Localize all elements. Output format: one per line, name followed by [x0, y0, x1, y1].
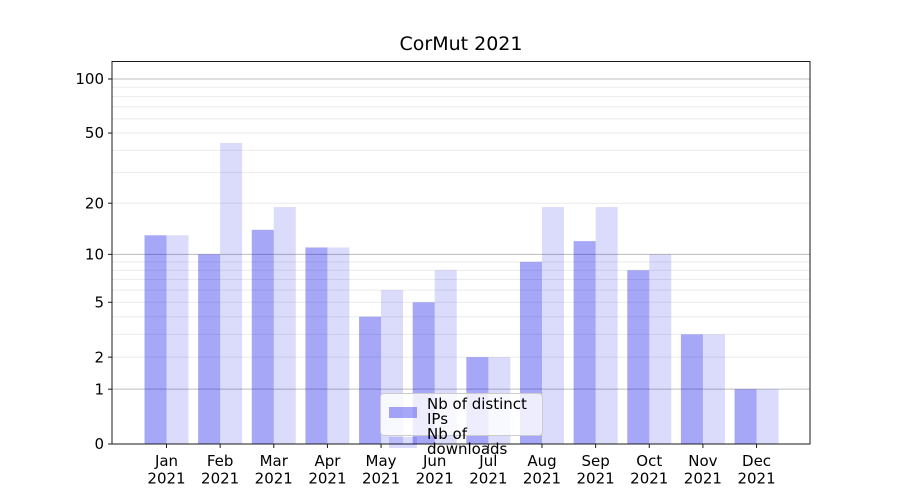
y-tick-label: 2: [94, 348, 104, 366]
x-tick-label-year: 2021: [523, 470, 561, 488]
x-tick-label-month: May: [366, 452, 397, 470]
x-tick-label-year: 2021: [201, 470, 239, 488]
legend-swatch-distinct-ips: [389, 406, 417, 418]
plot-border: [111, 61, 811, 445]
bar-distinct-ips-oct: [627, 270, 650, 444]
y-tick-label: 20: [85, 194, 104, 212]
bar-distinct-ips-apr: [305, 247, 328, 444]
bar-downloads-sep: [595, 207, 618, 444]
bar-distinct-ips-nov: [680, 334, 703, 444]
x-tick-label-month: Apr: [314, 452, 341, 470]
y-tick-label: 5: [94, 293, 104, 311]
bar-downloads-aug: [541, 207, 564, 444]
bar-distinct-ips-mar: [251, 229, 274, 444]
bar-downloads-nov: [702, 334, 725, 444]
bar-downloads-oct: [649, 254, 672, 444]
legend-item-distinct-ips: Nb of distinct IPs: [389, 397, 534, 427]
x-tick-label-year: 2021: [255, 470, 293, 488]
bar-distinct-ips-may: [359, 316, 382, 444]
legend-swatch-downloads: [389, 436, 417, 448]
x-tick-label-month: Oct: [636, 452, 662, 470]
x-tick-label-month: Jun: [422, 452, 446, 470]
x-tick-label-month: Dec: [742, 452, 771, 470]
x-tick-label-year: 2021: [630, 470, 668, 488]
x-tick-label-year: 2021: [577, 470, 615, 488]
x-tick-label-year: 2021: [308, 470, 346, 488]
bar-distinct-ips-dec: [734, 389, 757, 444]
legend: Nb of distinct IPs Nb of downloads: [380, 393, 543, 457]
x-tick-label-year: 2021: [737, 470, 775, 488]
bar-distinct-ips-sep: [573, 241, 596, 444]
x-tick-label-month: Feb: [207, 452, 234, 470]
x-tick-label-month: Nov: [688, 452, 717, 470]
x-tick-label-month: Jul: [478, 452, 497, 470]
y-tick-label: 50: [85, 124, 104, 142]
y-tick-label: 0: [94, 435, 104, 453]
x-tick-label-month: Sep: [581, 452, 609, 470]
bar-downloads-mar: [273, 207, 296, 444]
x-tick-label-year: 2021: [147, 470, 185, 488]
x-tick-label-month: Aug: [527, 452, 556, 470]
y-tick-label: 10: [85, 246, 104, 264]
x-tick-label-month: Jan: [154, 452, 178, 470]
y-tick-label: 1: [94, 380, 104, 398]
x-tick-label-year: 2021: [684, 470, 722, 488]
legend-label-downloads: Nb of downloads: [427, 425, 508, 458]
legend-item-downloads: Nb of downloads: [389, 427, 534, 457]
x-tick-label-year: 2021: [362, 470, 400, 488]
bar-downloads-jan: [166, 235, 189, 444]
bar-downloads-apr: [327, 247, 350, 444]
x-tick-label-year: 2021: [469, 470, 507, 488]
legend-label-distinct-ips: Nb of distinct IPs: [427, 395, 527, 428]
y-tick-label: 100: [75, 70, 104, 88]
chart-title: CorMut 2021: [399, 33, 523, 55]
x-tick-label-year: 2021: [416, 470, 454, 488]
x-tick-label-month: Mar: [260, 452, 289, 470]
bar-downloads-dec: [756, 389, 779, 444]
bar-distinct-ips-feb: [198, 254, 221, 444]
bar-downloads-feb: [220, 142, 243, 445]
bar-distinct-ips-jan: [144, 235, 167, 444]
